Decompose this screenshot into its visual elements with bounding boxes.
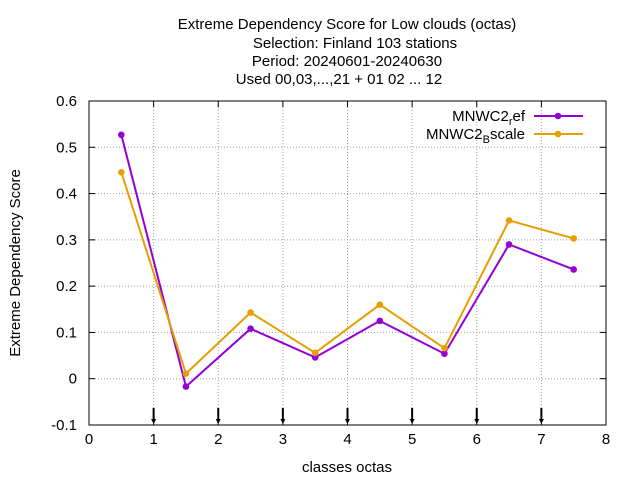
y-tick-label: 0.6 — [56, 93, 77, 110]
x-tick-label: 0 — [85, 431, 93, 448]
data-point — [570, 235, 577, 242]
legend-marker — [554, 130, 562, 138]
data-point — [247, 309, 254, 316]
data-point — [182, 370, 190, 377]
x-tick-label: 3 — [279, 431, 287, 448]
plot-frame — [88, 100, 607, 426]
data-point — [311, 354, 319, 361]
x-tick-label: 2 — [214, 431, 222, 448]
y-tick-label: 0.4 — [56, 186, 77, 203]
class-marker-arrow — [280, 419, 286, 424]
x-tick-label: 5 — [408, 431, 416, 448]
legend-marker — [554, 112, 562, 120]
x-tick-label: 4 — [343, 431, 351, 448]
data-point — [182, 383, 190, 390]
class-marker-arrow — [345, 419, 350, 424]
title-line-2: Selection: Finland 103 stations — [253, 35, 457, 52]
data-point — [376, 317, 384, 325]
grid — [89, 101, 606, 425]
y-tick-label: 0.1 — [56, 324, 77, 341]
data-point — [247, 325, 254, 333]
data-point — [118, 168, 125, 176]
data-point — [570, 266, 577, 273]
class-marker-arrow — [474, 419, 480, 424]
x-axis-label: classes octas — [302, 459, 392, 476]
data-point — [311, 349, 319, 357]
series-2 — [118, 168, 577, 377]
series-1 — [118, 131, 577, 390]
y-tick-label: 0.5 — [56, 139, 77, 156]
title-line-4: Used 00,03,...,21 + 01 02 ... 12 — [236, 71, 442, 88]
series-line — [120, 134, 575, 389]
title-line-3: Period: 20240601-20240630 — [252, 53, 442, 70]
x-tick-label: 6 — [473, 431, 481, 448]
data-point — [505, 217, 513, 224]
title-line-1: Extreme Dependency Score for Low clouds … — [178, 16, 517, 33]
series-line — [120, 171, 574, 376]
y-axis-label: Extreme Dependency Score — [7, 169, 24, 357]
class-marker-arrow — [151, 419, 157, 424]
y-tick-label: -0.1 — [51, 417, 77, 434]
class-marker-arrow — [215, 419, 221, 424]
data-point — [118, 131, 125, 139]
data-point — [376, 301, 384, 308]
data-point — [505, 241, 513, 248]
data-point — [441, 344, 448, 352]
chart-title: Extreme Dependency Score for Low clouds … — [178, 16, 517, 88]
data-point — [441, 350, 448, 358]
class-marker-arrow — [538, 419, 544, 424]
class-markers — [151, 408, 544, 424]
y-tick-label: 0 — [69, 371, 77, 388]
series-layer — [118, 131, 577, 390]
legend-label: MNWC2ref — [452, 108, 526, 128]
class-marker-arrow — [409, 419, 415, 424]
legend-label: MNWC2Bscale — [426, 126, 525, 146]
x-tick-label: 7 — [537, 431, 545, 448]
x-tick-label: 8 — [602, 431, 610, 448]
y-tick-label: 0.3 — [56, 232, 77, 249]
axis-ticks: 0 1 2 3 4 5 6 7 8 -0.1 0 0.1 0.2 0.3 0.4 0.5 0.6 — [51, 93, 610, 448]
y-tick-label: 0.2 — [56, 278, 77, 295]
x-tick-label: 1 — [149, 431, 157, 448]
